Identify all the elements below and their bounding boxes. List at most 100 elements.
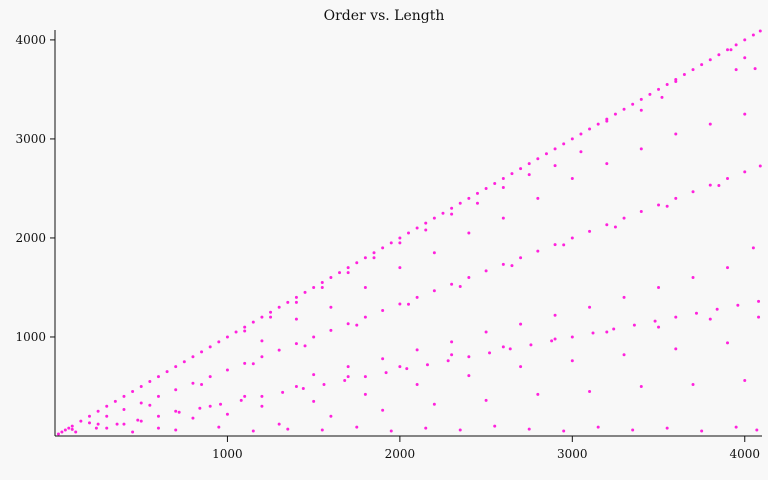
scatter-point <box>346 375 350 379</box>
scatter-point <box>501 177 505 181</box>
scatter-point <box>139 384 143 388</box>
scatter-point <box>639 108 643 112</box>
scatter-point <box>301 386 305 390</box>
scatter-point <box>294 342 298 346</box>
scatter-point <box>726 177 730 181</box>
scatter-point <box>700 429 704 433</box>
scatter-point <box>484 269 488 273</box>
scatter-point <box>96 409 100 413</box>
scatter-point <box>758 29 762 33</box>
scatter-point <box>156 375 160 379</box>
scatter-point <box>536 196 540 200</box>
scatter-point <box>757 315 761 319</box>
scatter-point <box>94 426 98 430</box>
scatter-point <box>562 142 566 146</box>
scatter-point <box>510 264 514 268</box>
scatter-point <box>251 429 255 433</box>
scatter-point <box>389 429 393 433</box>
scatter-point <box>225 335 229 339</box>
scatter-point <box>743 56 747 60</box>
scatter-point <box>665 204 669 208</box>
scatter-point <box>174 428 178 432</box>
scatter-point <box>734 68 738 72</box>
scatter-point <box>570 359 574 363</box>
y-tick-label: 1000 <box>15 330 46 344</box>
scatter-point <box>743 112 747 116</box>
scatter-point <box>381 246 385 250</box>
scatter-point <box>691 276 695 280</box>
scatter-point <box>743 38 747 42</box>
scatter-point <box>407 231 410 235</box>
scatter-point <box>544 152 548 156</box>
scatter-point <box>475 201 479 205</box>
scatter-point <box>251 362 255 366</box>
scatter-point <box>612 327 616 331</box>
scatter-point <box>588 229 592 233</box>
scatter-point <box>605 119 609 123</box>
scatter-point <box>700 63 704 67</box>
scatter-point <box>570 335 574 339</box>
scatter-point <box>165 370 169 374</box>
scatter-point <box>286 300 290 304</box>
scatter-point <box>751 33 755 37</box>
scatter-point <box>570 137 574 141</box>
scatter-point <box>191 381 195 385</box>
scatter-point <box>363 315 367 319</box>
scatter-point <box>757 299 761 303</box>
scatter-point <box>674 347 678 351</box>
scatter-point <box>208 404 212 408</box>
scatter-point <box>708 317 712 321</box>
scatter-point <box>260 315 264 319</box>
scatter-point <box>148 380 152 384</box>
scatter-point <box>657 325 661 329</box>
scatter-point <box>758 164 762 168</box>
scatter-point <box>536 249 540 253</box>
scatter-point <box>691 190 695 194</box>
scatter-point <box>312 285 316 289</box>
scatter-point <box>488 351 492 355</box>
scatter-points <box>56 29 762 436</box>
scatter-point <box>596 122 600 126</box>
scatter-point <box>346 322 350 326</box>
scatter-point <box>648 92 652 96</box>
scatter-point <box>553 243 557 247</box>
scatter-point <box>665 426 669 430</box>
scatter-point <box>329 328 333 332</box>
scatter-point <box>219 402 223 406</box>
scatter-point <box>294 300 298 304</box>
scatter-point <box>363 392 367 396</box>
scatter-point <box>312 399 316 403</box>
scatter-point <box>415 295 419 299</box>
scatter-point <box>424 221 428 225</box>
scatter-point <box>622 353 626 357</box>
scatter-point <box>726 48 730 52</box>
scatter-point <box>653 319 657 323</box>
scatter-point <box>329 305 333 309</box>
scatter-point <box>381 309 385 313</box>
x-tick-label: 4000 <box>729 447 760 461</box>
scatter-point <box>458 428 462 432</box>
scatter-point <box>484 186 488 190</box>
scatter-point <box>381 408 385 412</box>
scatter-point <box>200 383 204 387</box>
scatter-point <box>312 373 316 377</box>
scatter-point <box>536 157 540 161</box>
scatter-point <box>225 412 229 416</box>
scatter-point <box>139 419 143 423</box>
scatter-point <box>450 353 454 357</box>
scatter-point <box>346 271 350 275</box>
scatter-point <box>156 426 160 430</box>
scatter-point <box>493 424 497 428</box>
y-tick-label: 4000 <box>15 33 46 47</box>
scatter-point <box>529 343 533 347</box>
scatter-point <box>458 201 462 205</box>
scatter-point <box>631 428 635 432</box>
scatter-point <box>527 173 531 177</box>
scatter-point <box>484 398 488 402</box>
scatter-point <box>591 331 595 335</box>
scatter-point <box>355 425 359 429</box>
scatter-point <box>148 403 152 407</box>
scatter-point <box>277 422 281 426</box>
scatter-point <box>277 305 281 309</box>
scatter-point <box>467 276 471 280</box>
